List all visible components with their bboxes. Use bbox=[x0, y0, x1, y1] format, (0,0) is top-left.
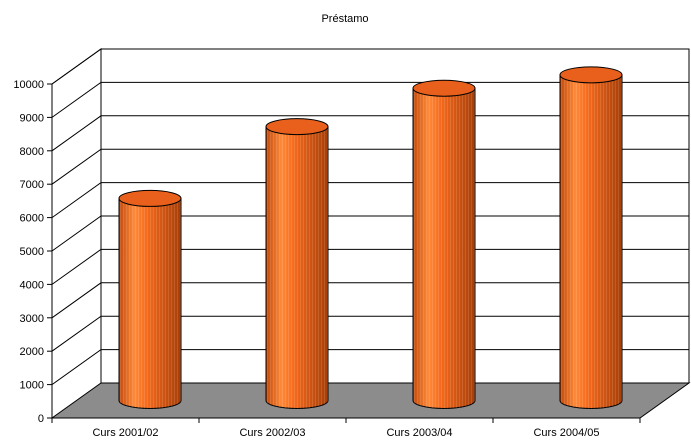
y-tick-label: 4000 bbox=[20, 279, 44, 291]
bar-texture bbox=[413, 88, 475, 409]
gridline bbox=[51, 148, 689, 185]
bar-top bbox=[265, 118, 329, 136]
bar-top bbox=[118, 189, 182, 207]
bar bbox=[265, 118, 329, 409]
bar-texture bbox=[119, 198, 181, 409]
y-tick-label: 7000 bbox=[20, 179, 44, 191]
y-tick-label: 9000 bbox=[20, 112, 44, 124]
gridline bbox=[51, 282, 689, 319]
x-tick-label: Curs 2002/03 bbox=[239, 427, 305, 439]
y-tick-label: 10000 bbox=[13, 79, 44, 91]
gridline bbox=[51, 182, 689, 219]
bar-texture bbox=[560, 74, 622, 409]
bar bbox=[559, 66, 623, 409]
x-axis-ticks: Curs 2001/02 Curs 2002/03 Curs 2003/04 Curs… bbox=[51, 418, 641, 439]
y-axis-ticks: 0 1000 2000 3000 4000 5000 6000 7000 8000 9000 100… bbox=[13, 79, 53, 425]
y-tick-label: 1000 bbox=[20, 380, 44, 392]
gridline bbox=[51, 115, 689, 152]
x-tick-label: Curs 2001/02 bbox=[92, 427, 158, 439]
bar-texture bbox=[266, 126, 328, 409]
bar bbox=[118, 189, 182, 409]
bar bbox=[412, 79, 476, 409]
chart-floor bbox=[50, 382, 691, 419]
y-tick-label: 8000 bbox=[20, 146, 44, 158]
x-tick-label: Curs 2004/05 bbox=[533, 427, 599, 439]
gridline bbox=[51, 248, 689, 285]
gridline bbox=[51, 48, 689, 85]
gridline bbox=[51, 215, 689, 252]
y-tick-label: 3000 bbox=[20, 313, 44, 325]
y-tick-label: 6000 bbox=[20, 213, 44, 225]
y-tick-label: 0 bbox=[38, 413, 44, 425]
gridline bbox=[51, 81, 689, 118]
gridlines bbox=[51, 48, 689, 386]
bar-top bbox=[412, 79, 476, 97]
bars bbox=[118, 66, 623, 409]
gridline bbox=[51, 349, 689, 386]
y-tick-label: 2000 bbox=[20, 346, 44, 358]
bar-top bbox=[559, 66, 623, 84]
chart-title: Préstamo bbox=[321, 13, 368, 25]
floor-plane bbox=[50, 382, 691, 419]
gridline bbox=[51, 315, 689, 352]
y-tick-label: 5000 bbox=[20, 246, 44, 258]
x-tick-label: Curs 2003/04 bbox=[386, 427, 452, 439]
